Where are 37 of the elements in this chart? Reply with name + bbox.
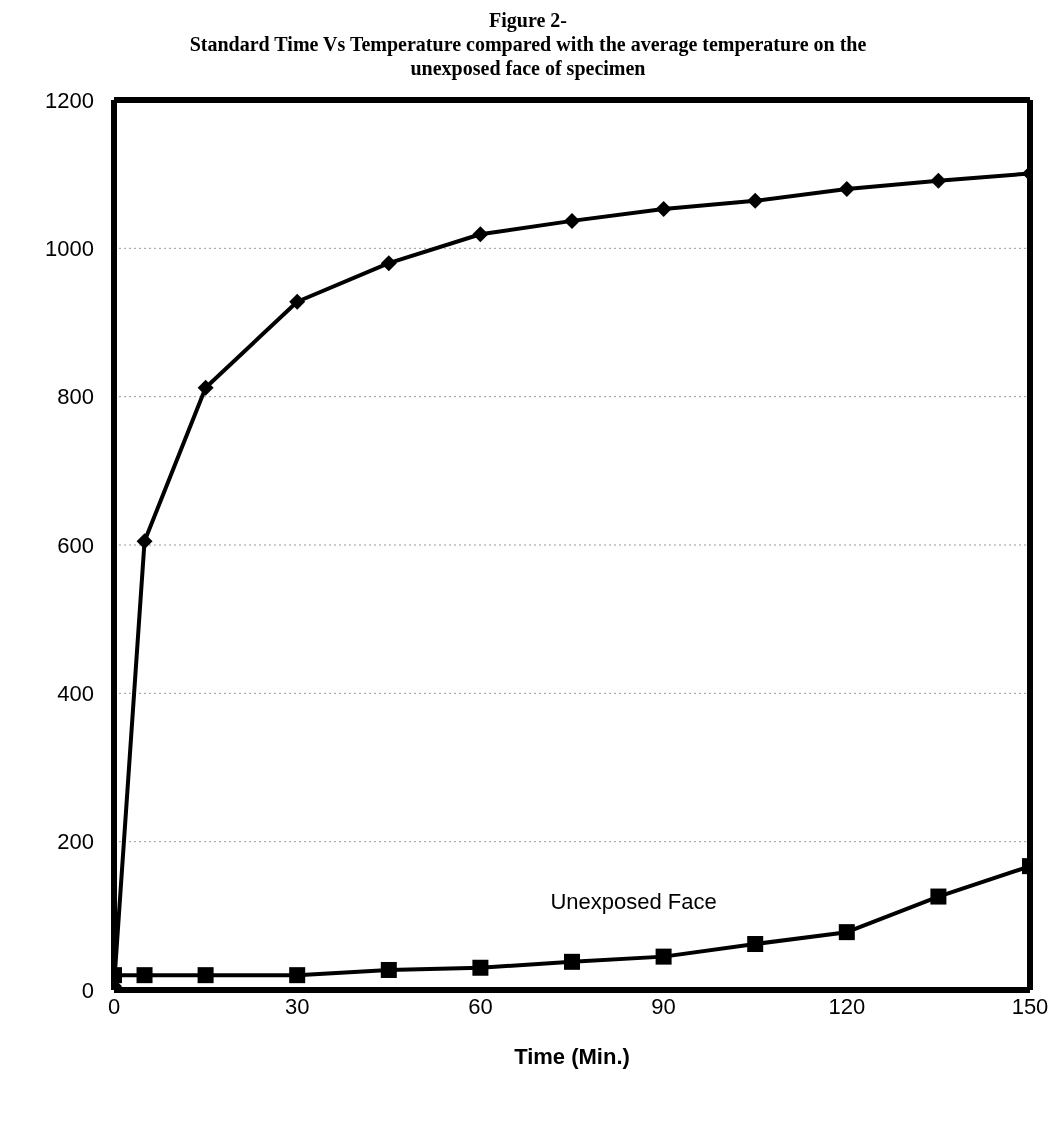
- y-tick-label: 400: [57, 681, 94, 707]
- point: [838, 181, 855, 197]
- chart-subtitle: Standard Time Vs Temperature compared with the average temperature on the unexposed face of specimen: [188, 32, 868, 80]
- point: [197, 379, 214, 396]
- point: [747, 936, 764, 953]
- point: [289, 293, 306, 310]
- point: [564, 953, 580, 970]
- x-axis-title: Time (Min.): [514, 1044, 630, 1069]
- series-label: Unexposed Face: [550, 888, 717, 914]
- point: [564, 212, 580, 229]
- point: [380, 961, 397, 978]
- chart-title: Figure 2-: [488, 8, 568, 32]
- y-tick-label: 600: [57, 532, 94, 558]
- point: [472, 959, 489, 976]
- point: [930, 888, 947, 905]
- x-tick-label: 150: [1011, 993, 1049, 1019]
- point: [930, 172, 947, 189]
- point: [838, 924, 855, 941]
- point: [136, 533, 153, 550]
- y-tick-label: 1000: [45, 236, 94, 262]
- x-tick-label: 90: [651, 993, 676, 1019]
- y-tick-label: 200: [57, 829, 94, 855]
- point: [289, 967, 306, 984]
- y-tick-label: 1200: [45, 87, 94, 113]
- y-tick-label: 800: [57, 384, 94, 410]
- point: [655, 948, 672, 965]
- x-tick-label: 0: [107, 993, 121, 1019]
- y-tick-label: 0: [81, 977, 94, 1003]
- x-tick-label: 120: [828, 993, 866, 1019]
- point: [747, 192, 764, 209]
- point: [472, 226, 489, 243]
- point: [655, 201, 672, 218]
- point: [197, 967, 214, 984]
- point: [136, 967, 153, 984]
- x-tick-label: 30: [284, 993, 310, 1019]
- x-tick-label: 60: [468, 993, 493, 1019]
- point: [380, 255, 397, 272]
